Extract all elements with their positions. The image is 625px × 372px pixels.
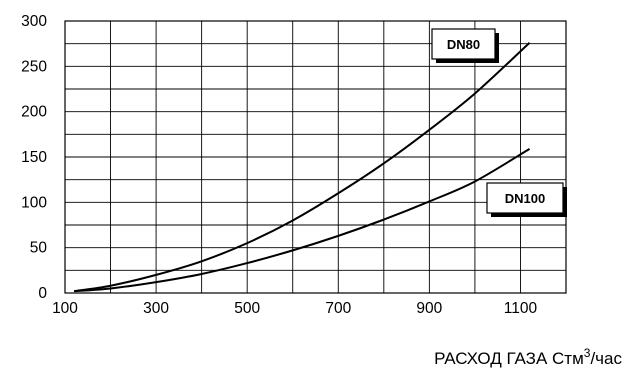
x-axis-label-unit: /час [590, 349, 622, 368]
series-label-dn80: DN80 [431, 28, 499, 63]
x-tick-label: 700 [325, 300, 351, 317]
y-tick-label: 300 [21, 13, 47, 30]
series-line-dn100 [74, 147, 531, 293]
y-tick-label: 50 [30, 240, 48, 257]
series-label-text: DN80 [447, 37, 480, 52]
x-axis-label-superscript: 3 [584, 346, 591, 360]
x-axis-tick-labels: 100 300 500 700 900 1100 [52, 300, 537, 317]
series-labels: DN80 DN100 [431, 28, 567, 217]
y-tick-label: 100 [21, 194, 47, 211]
series-label-text: DN100 [505, 191, 545, 206]
x-axis-label-text: РАСХОД ГАЗА Стм [434, 349, 584, 368]
plot-area-border [64, 20, 567, 294]
y-tick-label: 250 [21, 58, 47, 75]
y-tick-label: 200 [21, 104, 47, 121]
series-label-box [486, 182, 564, 214]
grid-lines [65, 21, 566, 293]
y-tick-label: 150 [21, 149, 47, 166]
series-label-dn100: DN100 [486, 182, 567, 217]
y-tick-label: 0 [38, 285, 47, 302]
series-line-dn80 [73, 42, 531, 293]
x-tick-label: 500 [234, 300, 260, 317]
y-axis-tick-labels: 0 50 100 150 200 250 300 [21, 13, 47, 302]
x-tick-label: 1100 [504, 300, 538, 317]
series-label-box [431, 28, 496, 60]
x-axis-label: РАСХОД ГАЗА Стм3/час [434, 346, 622, 368]
x-tick-label: 300 [143, 300, 169, 317]
x-tick-label: 900 [416, 300, 442, 317]
x-tick-label: 100 [52, 300, 78, 317]
series-lines [73, 42, 531, 293]
